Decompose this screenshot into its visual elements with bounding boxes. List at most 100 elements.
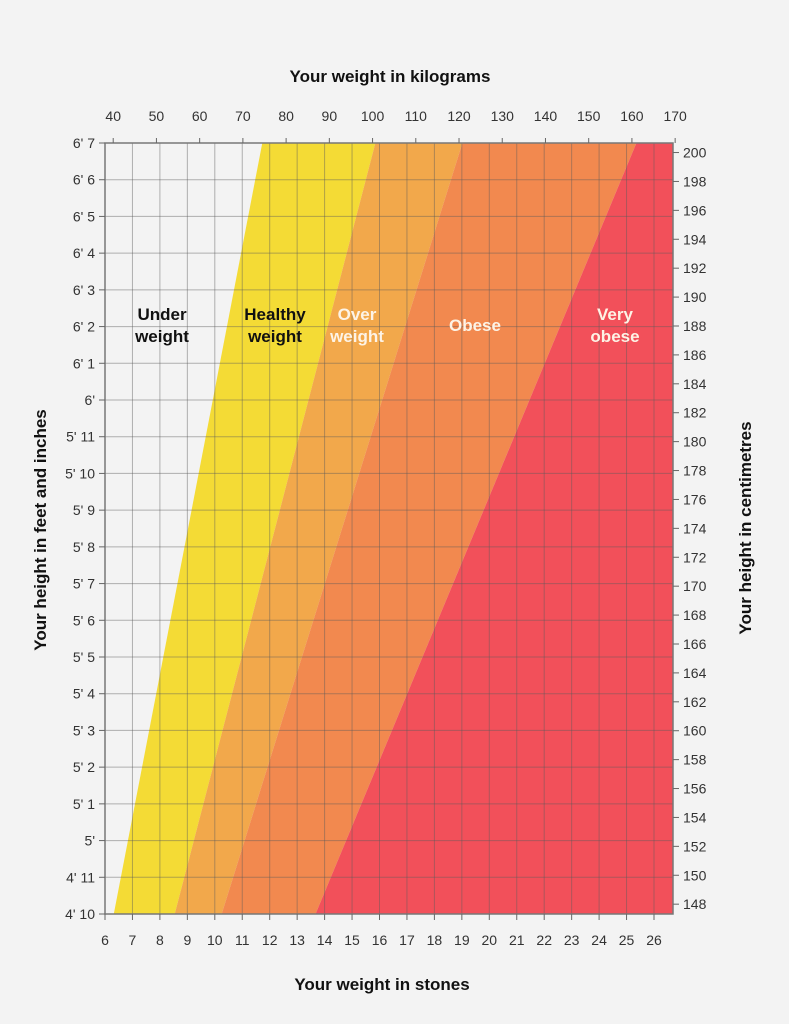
- y-left-tick-label: 6' 2: [73, 319, 95, 335]
- y-left-tick-label: 5' 4: [73, 686, 95, 702]
- y-right-tick-label: 170: [683, 578, 707, 594]
- top-tick-label: 100: [361, 108, 385, 124]
- y-left-tick-label: 5': [85, 833, 95, 849]
- y-right-tick-label: 188: [683, 318, 707, 334]
- y-left-tick-label: 5' 2: [73, 759, 95, 775]
- left-axis-title: Your height in feet and inches: [31, 409, 50, 651]
- y-left-tick-label: 4' 10: [65, 906, 95, 922]
- band-healthy-weight: [113, 143, 376, 914]
- y-right-tick-label: 158: [683, 752, 707, 768]
- x-tick-label: 20: [482, 932, 498, 948]
- band-label-line1: Very: [597, 305, 633, 324]
- band-very-obese: [315, 143, 673, 914]
- band-label-line1: Under: [137, 305, 187, 324]
- y-right-tick-label: 192: [683, 260, 707, 276]
- grid: [104, 142, 673, 915]
- y-right-tick-label: 190: [683, 289, 707, 305]
- x-tick-label: 7: [129, 932, 137, 948]
- x-tick-label: 25: [619, 932, 635, 948]
- y-right-tick-label: 196: [683, 202, 707, 218]
- y-left-tick-label: 5' 9: [73, 502, 95, 518]
- top-tick-label: 170: [663, 108, 687, 124]
- y-right-tick-label: 154: [683, 809, 707, 825]
- y-left-tick-label: 6' 4: [73, 245, 95, 261]
- y-left-tick-label: 6' 6: [73, 172, 95, 188]
- x-tick-label: 12: [262, 932, 278, 948]
- x-tick-label: 13: [289, 932, 305, 948]
- y-right-tick-label: 164: [683, 665, 707, 681]
- band-under-weight: [105, 143, 263, 914]
- x-tick-label: 15: [344, 932, 360, 948]
- band-label-line2: weight: [247, 327, 302, 346]
- band-label-line2: weight: [329, 327, 384, 346]
- y-left-tick-label: 6' 3: [73, 282, 95, 298]
- y-right-tick-label: 156: [683, 781, 707, 797]
- x-tick-label: 21: [509, 932, 525, 948]
- y-left-tick-label: 5' 3: [73, 722, 95, 738]
- x-tick-label: 19: [454, 932, 470, 948]
- top-tick-label: 70: [235, 108, 251, 124]
- y-left-tick-label: 6' 5: [73, 208, 95, 224]
- top-tick-label: 150: [577, 108, 601, 124]
- y-right-tick-label: 182: [683, 405, 707, 421]
- x-tick-label: 22: [536, 932, 552, 948]
- y-right-tick-label: 160: [683, 723, 707, 739]
- band-label-line1: Healthy: [244, 305, 306, 324]
- band-labels: Under weight Healthy weight Over weight Obese V…: [134, 305, 639, 346]
- y-right-tick-label: 180: [683, 434, 707, 450]
- y-right-tick-label: 194: [683, 231, 707, 247]
- bands: [105, 143, 673, 914]
- band-label-line1: Over: [338, 305, 377, 324]
- y-left-tick-label: 6': [85, 392, 95, 408]
- band-label-line2: obese: [590, 327, 639, 346]
- top-axis-title: Your weight in kilograms: [290, 67, 491, 86]
- x-tick-label: 23: [564, 932, 580, 948]
- y-left-tick-label: 5' 1: [73, 796, 95, 812]
- y-left-tick-label: 5' 5: [73, 649, 95, 665]
- x-tick-label: 6: [101, 932, 109, 948]
- y-left-tick-label: 6' 1: [73, 355, 95, 371]
- x-tick-label: 11: [235, 932, 250, 948]
- y-right-tick-label: 176: [683, 491, 707, 507]
- top-tick-label: 120: [447, 108, 471, 124]
- y-left-tick-label: 5' 10: [65, 465, 95, 481]
- top-tick-label: 80: [278, 108, 294, 124]
- y-right-tick-label: 148: [683, 896, 707, 912]
- y-right-tick-label: 174: [683, 520, 707, 536]
- y-right-tick-label: 168: [683, 607, 707, 623]
- top-tick-label: 130: [491, 108, 515, 124]
- x-tick-label: 18: [427, 932, 443, 948]
- y-right-tick-label: 184: [683, 376, 707, 392]
- y-right-tick-label: 186: [683, 347, 707, 363]
- y-right-tick-label: 150: [683, 867, 707, 883]
- top-tick-label: 160: [620, 108, 644, 124]
- y-right-tick-label: 162: [683, 694, 707, 710]
- x-tick-label: 8: [156, 932, 164, 948]
- x-tick-label: 26: [646, 932, 662, 948]
- top-tick-label: 60: [192, 108, 208, 124]
- y-right-tick-label: 200: [683, 145, 707, 161]
- top-tick-label: 110: [405, 108, 428, 124]
- y-right-tick-label: 198: [683, 173, 707, 189]
- top-tick-label: 90: [322, 108, 338, 124]
- x-tick-label: 9: [183, 932, 191, 948]
- band-over-weight: [174, 143, 463, 914]
- x-axis-title: Your weight in stones: [294, 975, 469, 994]
- y-left-tick-label: 5' 6: [73, 612, 95, 628]
- x-tick-label: 17: [399, 932, 415, 948]
- right-axis-title: Your height in centimetres: [736, 421, 755, 634]
- y-left-tick-label: 5' 7: [73, 576, 95, 592]
- y-right-tick-label: 172: [683, 549, 707, 565]
- x-tick-label: 10: [207, 932, 223, 948]
- y-left-tick-label: 4' 11: [66, 869, 95, 885]
- band-label-line2: weight: [134, 327, 189, 346]
- band-obese: [221, 143, 637, 914]
- top-tick-label: 40: [105, 108, 121, 124]
- x-tick-label: 14: [317, 932, 333, 948]
- top-tick-label: 50: [149, 108, 165, 124]
- top-tick-label: 140: [534, 108, 558, 124]
- x-tick-label: 16: [372, 932, 388, 948]
- axes: 6 7 8 9 10 11 12 13 14 15 16 17 18 19 20 21 22 23 24 25 26 40…: [65, 108, 706, 948]
- band-label-line1: Obese: [449, 316, 501, 335]
